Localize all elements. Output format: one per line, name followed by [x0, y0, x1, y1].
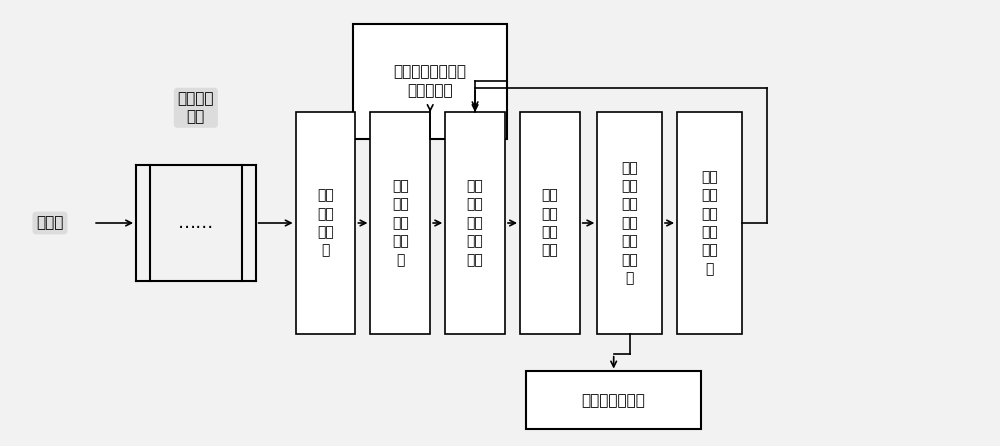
Text: 初始化噪音、目标
信号功率谱: 初始化噪音、目标 信号功率谱 — [394, 64, 467, 99]
Text: 帧数据: 帧数据 — [36, 215, 64, 231]
Text: 加窗
傅里
叶变
换: 加窗 傅里 叶变 换 — [317, 188, 334, 258]
Text: 计算
噪声
控制
因子: 计算 噪声 控制 因子 — [541, 188, 558, 258]
Bar — [677, 112, 742, 334]
Bar — [353, 24, 507, 139]
Text: 修正
控制
因子
与目
标信
号估
算: 修正 控制 因子 与目 标信 号估 算 — [621, 161, 638, 285]
Text: 后续降混响处理: 后续降混响处理 — [582, 393, 646, 408]
Text: 先验
与后
验信
噪比
计算: 先验 与后 验信 噪比 计算 — [467, 179, 483, 267]
Bar — [296, 112, 355, 334]
Text: 更新
噪音
功率
谱密
度: 更新 噪音 功率 谱密 度 — [392, 179, 409, 267]
Text: 更新
目标
信号
功率
谱密
度: 更新 目标 信号 功率 谱密 度 — [701, 170, 718, 276]
Bar — [597, 112, 662, 334]
Bar — [370, 112, 430, 334]
Bar — [526, 372, 701, 429]
Text: ……: …… — [178, 214, 214, 232]
Bar — [520, 112, 580, 334]
Bar — [445, 112, 505, 334]
Text: 取缓冲区
数据: 取缓冲区 数据 — [178, 91, 214, 124]
